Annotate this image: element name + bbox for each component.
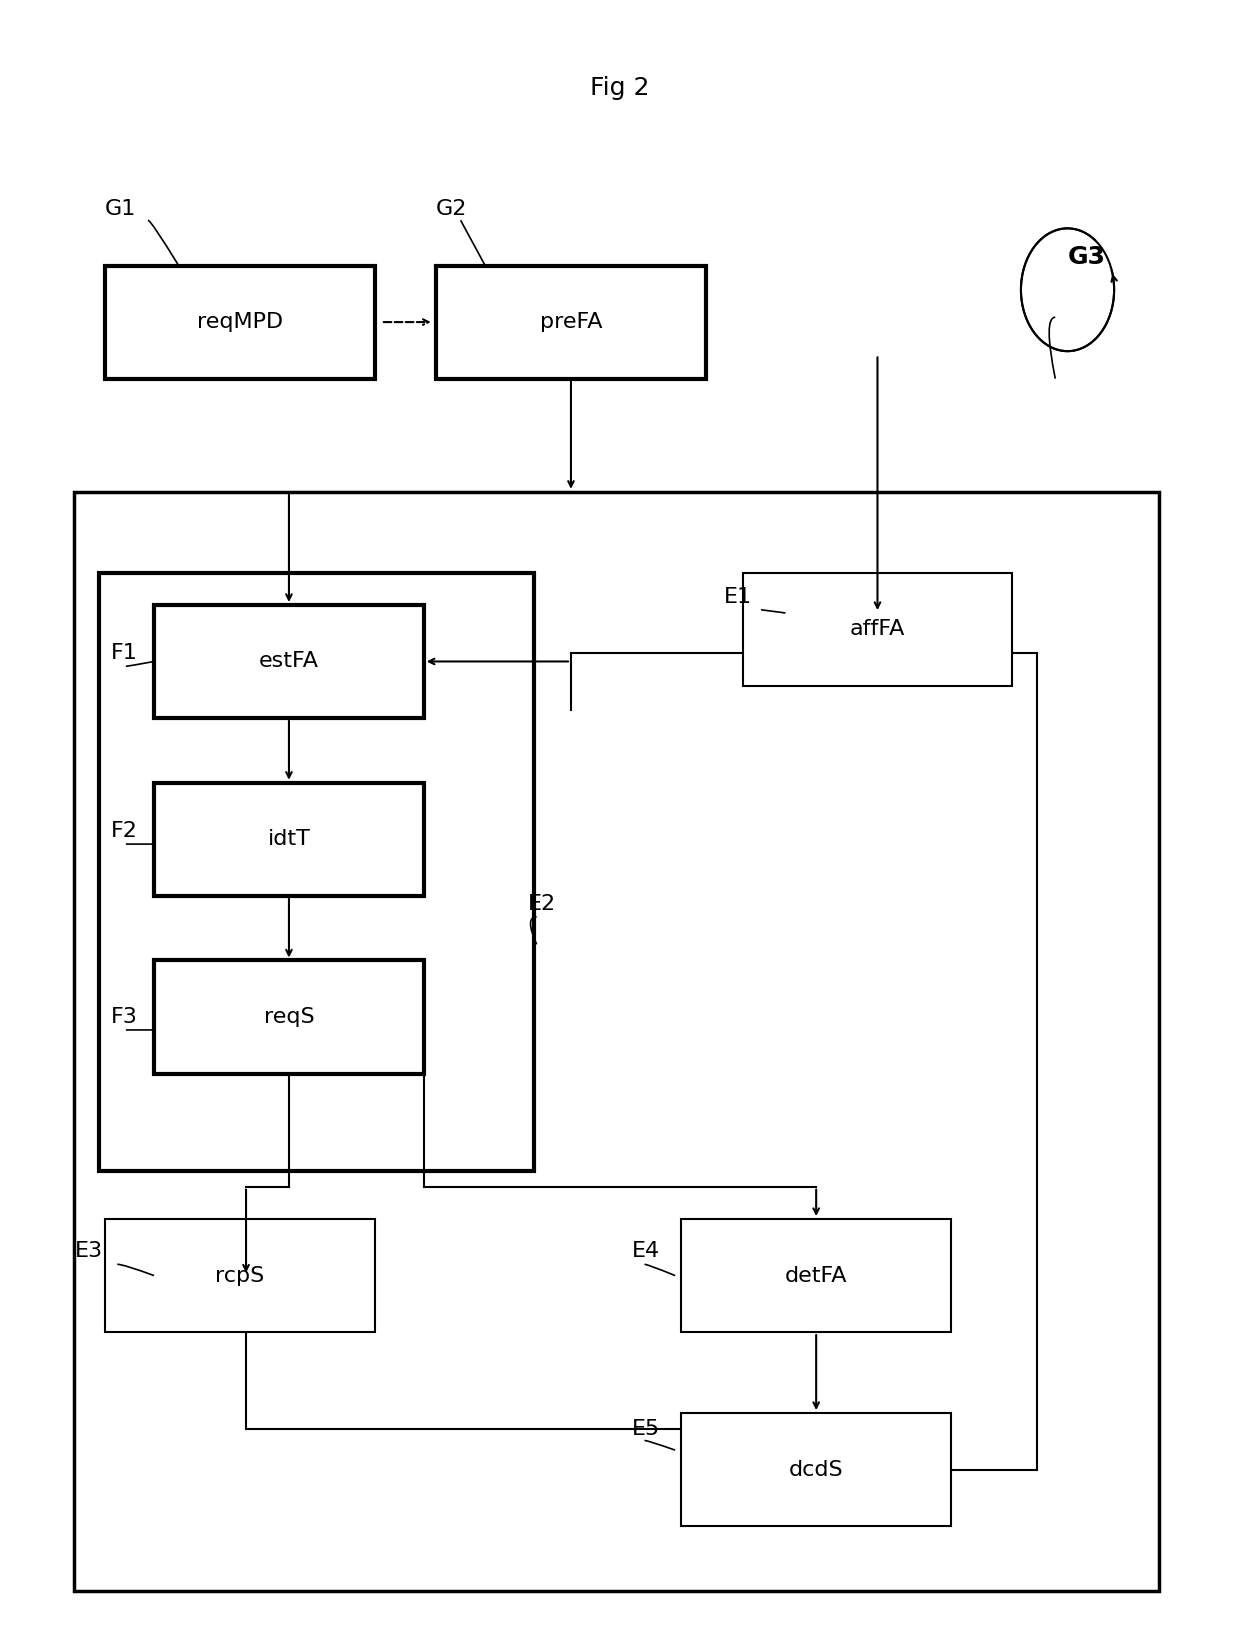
Text: reqMPD: reqMPD <box>197 311 283 333</box>
FancyBboxPatch shape <box>74 492 1159 1591</box>
FancyBboxPatch shape <box>154 605 424 719</box>
FancyBboxPatch shape <box>681 1413 951 1526</box>
FancyBboxPatch shape <box>105 1219 374 1332</box>
Text: G3: G3 <box>1068 246 1106 269</box>
Text: detFA: detFA <box>785 1265 847 1286</box>
Text: reqS: reqS <box>264 1007 314 1027</box>
Text: F3: F3 <box>112 1007 138 1027</box>
FancyBboxPatch shape <box>154 960 424 1074</box>
Text: E5: E5 <box>632 1420 661 1439</box>
Text: dcdS: dcdS <box>789 1459 843 1480</box>
Text: E3: E3 <box>74 1242 103 1262</box>
Text: preFA: preFA <box>539 311 603 333</box>
FancyBboxPatch shape <box>105 266 374 378</box>
Text: estFA: estFA <box>259 652 319 672</box>
FancyBboxPatch shape <box>154 782 424 897</box>
Text: G1: G1 <box>105 199 136 218</box>
Text: G2: G2 <box>436 199 467 218</box>
Text: Fig 2: Fig 2 <box>590 75 650 99</box>
Text: E2: E2 <box>528 893 557 914</box>
Text: affFA: affFA <box>849 619 905 639</box>
FancyBboxPatch shape <box>99 572 534 1170</box>
FancyBboxPatch shape <box>436 266 706 378</box>
Text: E4: E4 <box>632 1242 661 1262</box>
Text: E1: E1 <box>724 587 753 606</box>
Text: F1: F1 <box>112 644 138 663</box>
Text: idtT: idtT <box>268 830 310 849</box>
Text: F2: F2 <box>112 822 138 841</box>
Text: rcpS: rcpS <box>216 1265 264 1286</box>
FancyBboxPatch shape <box>743 572 1012 686</box>
FancyBboxPatch shape <box>681 1219 951 1332</box>
